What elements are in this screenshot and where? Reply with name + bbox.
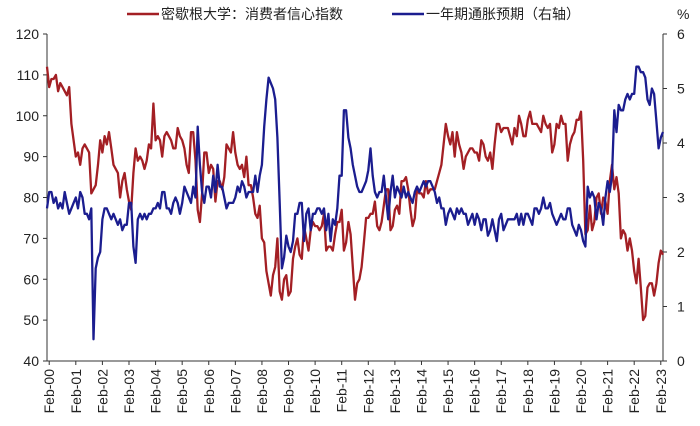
x-tick-label: Feb-05 <box>174 369 190 414</box>
x-tick-label: Feb-20 <box>573 369 589 414</box>
y-right-tick-label: 1 <box>677 299 685 315</box>
y-left-tick-label: 80 <box>23 190 39 206</box>
x-tick-label: Feb-16 <box>467 369 483 414</box>
y-left-tick-label: 70 <box>23 230 39 246</box>
x-tick-label: Feb-12 <box>360 369 376 414</box>
legend-label: 一年期通胀预期（右轴） <box>426 7 580 23</box>
x-tick-label: Feb-21 <box>600 369 616 414</box>
legend-label: 密歇根大学：消费者信心指数 <box>161 6 343 23</box>
y-right-tick-label: 4 <box>677 135 685 151</box>
x-tick-label: Feb-01 <box>68 369 84 414</box>
x-tick-label: Feb-04 <box>148 369 164 414</box>
x-tick-label: Feb-03 <box>121 369 137 414</box>
y-right-tick-label: 6 <box>677 26 685 42</box>
x-tick-label: Feb-08 <box>254 369 270 414</box>
legend: 密歇根大学：消费者信心指数 一年期通胀预期（右轴） <box>127 6 580 23</box>
x-tick-label: Feb-17 <box>493 369 509 414</box>
inflation-expectation-line <box>45 65 665 341</box>
y-left-tick-label: 50 <box>23 312 39 328</box>
x-tick-label: Feb-22 <box>626 369 642 414</box>
y-left-tick-label: 60 <box>23 271 39 287</box>
x-tick-label: Feb-19 <box>546 369 562 414</box>
x-tick-label: Feb-10 <box>307 369 323 414</box>
x-tick-label: Feb-13 <box>387 369 403 414</box>
x-tick-label: Feb-18 <box>520 369 536 414</box>
series-lines <box>45 65 665 341</box>
x-tick-label: Feb-23 <box>653 369 669 414</box>
y-left-tick-label: 110 <box>17 67 40 83</box>
y-right-unit-label: % <box>677 6 689 22</box>
x-tick-label: Feb-15 <box>440 369 456 414</box>
x-tick-label: Feb-06 <box>201 369 217 414</box>
consumer-sentiment-line <box>45 66 665 322</box>
y-right-tick-label: 2 <box>677 244 685 260</box>
x-tick-label: Feb-07 <box>227 369 243 414</box>
y-left-tick-label: 40 <box>23 353 39 369</box>
y-left-tick-label: 90 <box>23 149 39 165</box>
y-right-tick-label: 3 <box>677 190 685 206</box>
x-tick-label: Feb-00 <box>41 369 57 414</box>
x-tick-label: Feb-14 <box>413 369 429 414</box>
x-tick-label: Feb-11 <box>334 369 350 413</box>
y-right-tick-label: 0 <box>677 353 685 369</box>
x-tick-label: Feb-02 <box>94 369 110 414</box>
axes: 40 50 60 70 80 90 100 110 120 0 1 2 3 4 5 6% Feb-00 Feb-0… <box>16 6 690 413</box>
y-left-tick-label: 100 <box>16 108 40 124</box>
x-tick-label: Feb-09 <box>281 369 297 414</box>
y-right-tick-label: 5 <box>677 81 685 97</box>
y-left-tick-label: 120 <box>16 26 40 42</box>
